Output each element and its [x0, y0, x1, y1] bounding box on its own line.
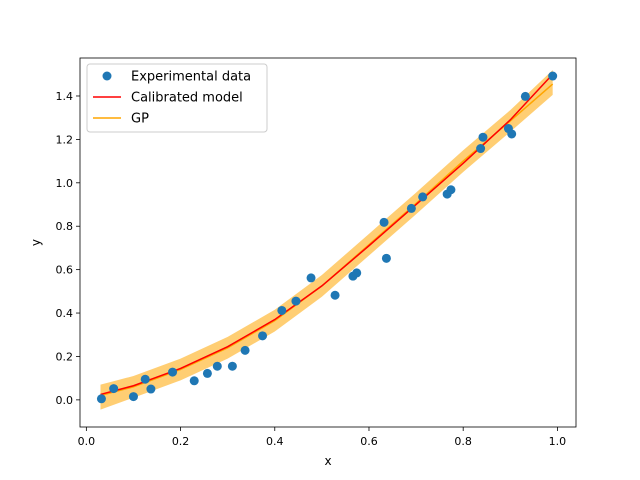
y-tick-label: 1.2 — [56, 133, 74, 146]
data-point — [291, 296, 301, 306]
data-point — [476, 144, 486, 154]
scatter-layer — [96, 71, 558, 404]
y-tick-label: 0.6 — [56, 264, 74, 277]
data-point — [146, 384, 156, 394]
data-point — [109, 384, 119, 394]
data-point — [520, 91, 530, 101]
legend-label: GP — [131, 112, 149, 127]
data-point — [548, 71, 558, 81]
x-tick-label: 1.0 — [549, 435, 567, 448]
data-point — [128, 392, 138, 402]
data-point — [507, 129, 517, 139]
data-point — [478, 132, 488, 142]
data-point — [277, 305, 287, 315]
data-point — [381, 253, 391, 263]
data-point — [406, 203, 416, 213]
y-axis-label: y — [29, 239, 43, 246]
x-tick-label: 0.4 — [266, 435, 284, 448]
data-point — [140, 374, 150, 384]
data-point — [306, 273, 316, 283]
legend-label: Experimental data — [131, 70, 251, 85]
data-point — [446, 185, 456, 195]
legend-label: Calibrated model — [131, 91, 243, 106]
data-point — [168, 367, 178, 377]
axes-frame — [79, 57, 577, 428]
data-point — [330, 290, 340, 300]
data-point — [258, 331, 268, 341]
data-point — [379, 217, 389, 227]
x-tick-label: 0.2 — [172, 435, 190, 448]
y-tick-label: 0.8 — [56, 220, 74, 233]
y-axis-ticks: 0.0 0.2 0.4 0.6 0.8 1.0 1.2 1.4 — [56, 90, 80, 407]
y-tick-label: 1.4 — [56, 90, 74, 103]
data-point — [96, 394, 106, 404]
data-point — [418, 192, 428, 202]
data-point — [189, 376, 199, 386]
legend-marker-scatter — [102, 71, 112, 81]
x-tick-label: 0.6 — [360, 435, 378, 448]
y-tick-label: 0.4 — [56, 307, 74, 320]
data-point — [202, 368, 212, 378]
y-tick-label: 0.0 — [56, 394, 74, 407]
x-axis-ticks: 0.0 0.2 0.4 0.6 0.8 1.0 — [78, 427, 567, 448]
x-axis-label: x — [324, 454, 331, 468]
data-point — [212, 361, 222, 371]
data-point — [240, 345, 250, 355]
data-point — [227, 361, 237, 371]
legend: Experimental data Calibrated model GP — [86, 63, 268, 133]
legend-box — [86, 63, 268, 133]
x-tick-label: 0.8 — [454, 435, 472, 448]
data-point — [352, 268, 362, 278]
y-tick-label: 0.2 — [56, 350, 74, 363]
x-tick-label: 0.0 — [78, 435, 96, 448]
y-tick-label: 1.0 — [56, 177, 74, 190]
